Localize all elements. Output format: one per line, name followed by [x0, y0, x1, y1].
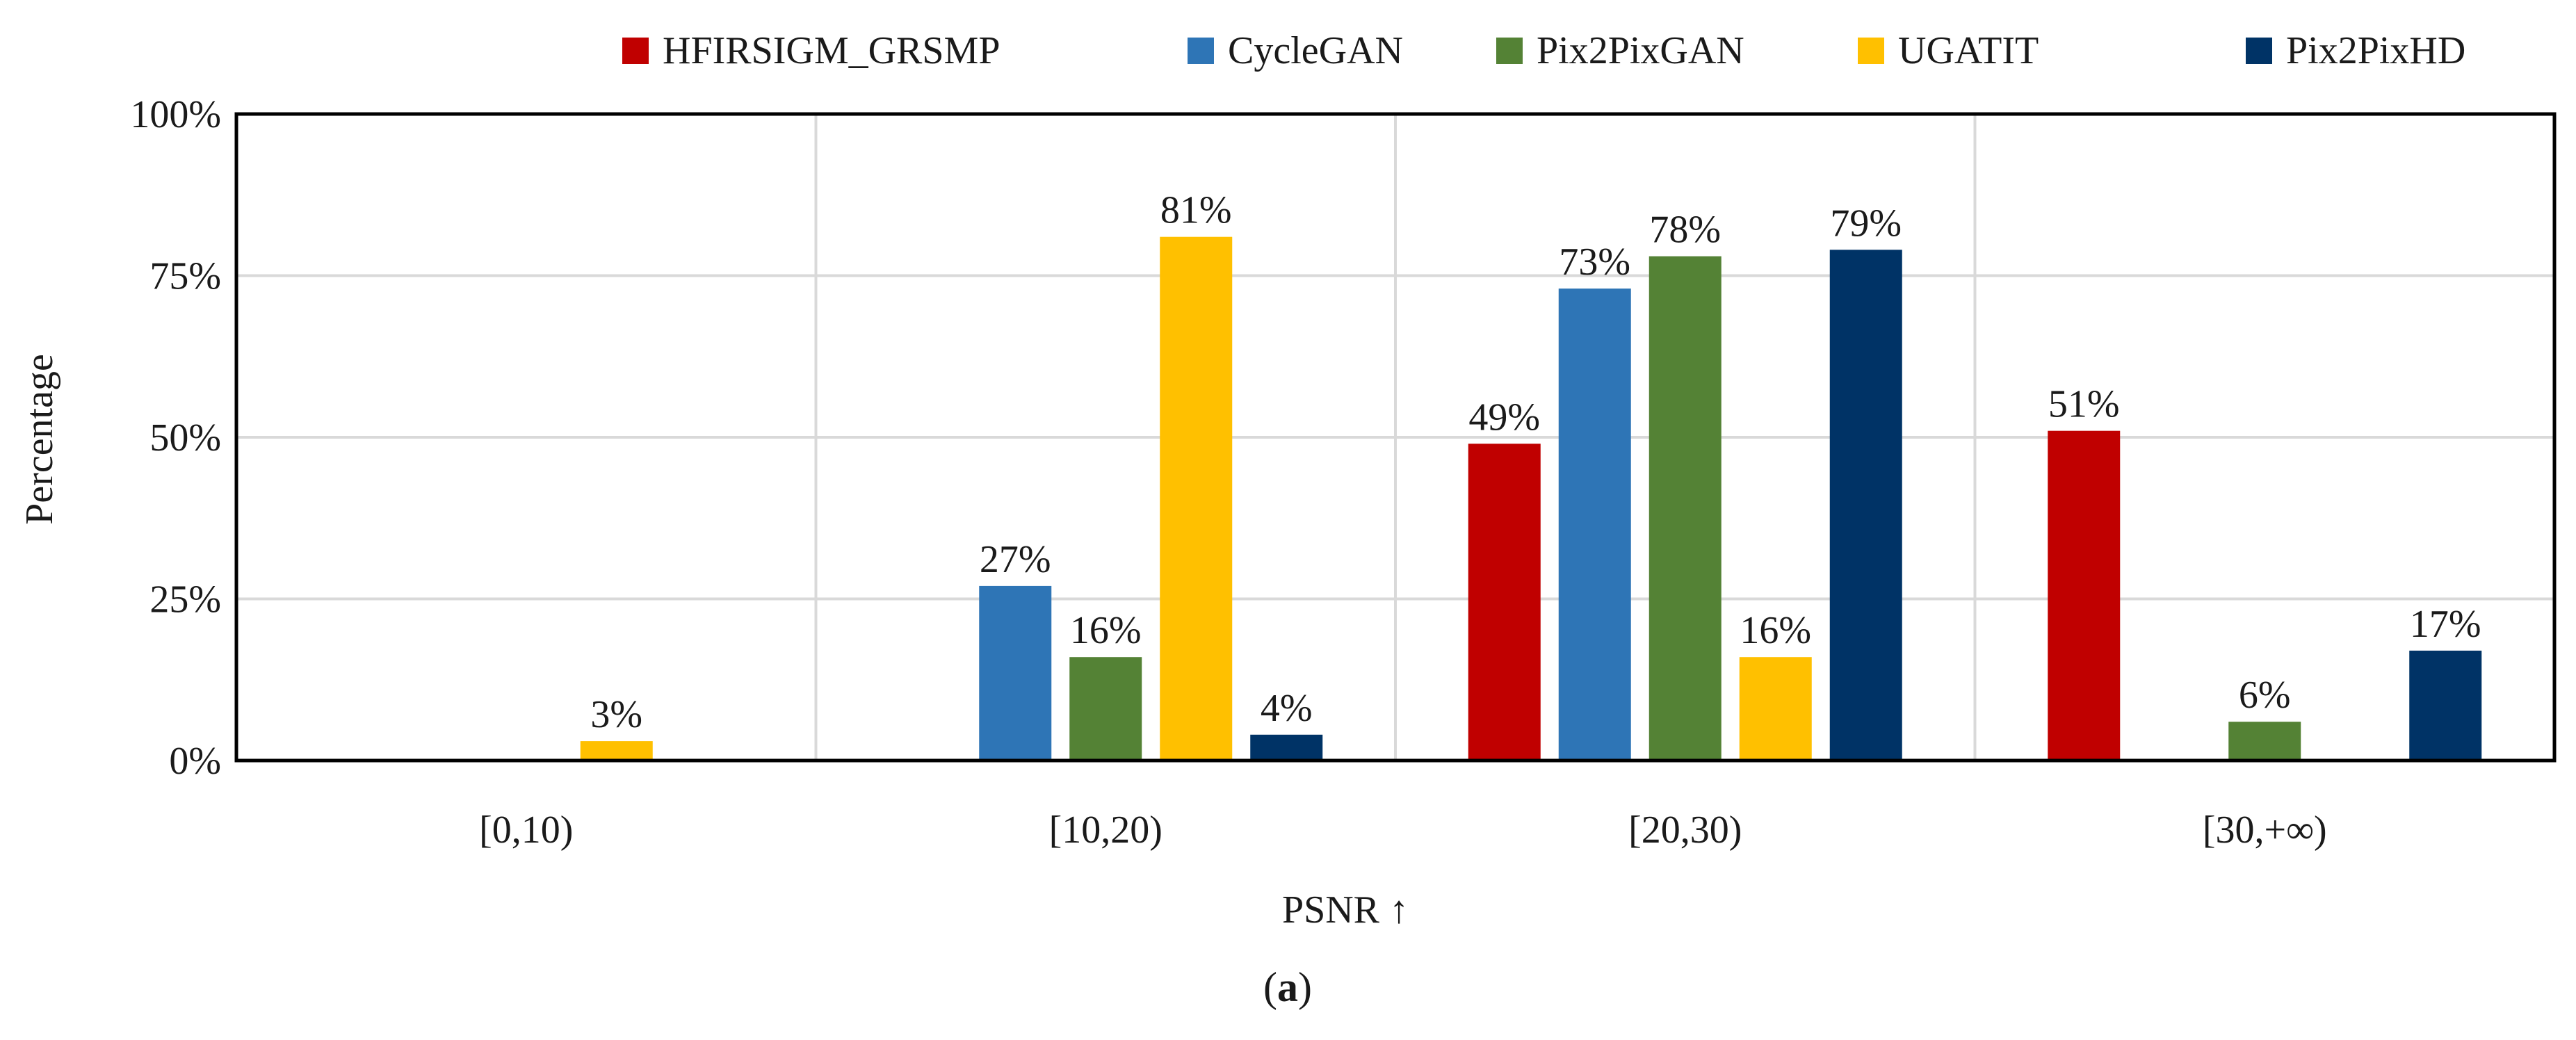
- x-tick-label: [10,20): [1049, 809, 1163, 852]
- data-label: 16%: [1740, 609, 1811, 652]
- data-label: 51%: [2048, 383, 2120, 426]
- data-label: 16%: [1070, 609, 1142, 652]
- bar: [1160, 236, 1233, 761]
- data-label: 27%: [980, 538, 1051, 581]
- legend-label: Pix2PixGAN: [1537, 29, 1744, 72]
- caption-letter: a: [1277, 964, 1298, 1010]
- bar: [1250, 734, 1323, 761]
- x-tick-label: [20,30): [1628, 809, 1742, 852]
- bar: [2409, 650, 2482, 761]
- data-label: 73%: [1559, 241, 1630, 284]
- grid-layer: [236, 114, 2554, 761]
- y-tick-label: 100%: [130, 93, 221, 136]
- legend-swatch: [2246, 38, 2272, 64]
- bar: [979, 585, 1052, 761]
- caption-close: ): [1298, 964, 1312, 1010]
- data-label: 78%: [1649, 209, 1721, 252]
- legend-label: UGATIT: [1898, 29, 2039, 72]
- bar: [1739, 657, 1812, 761]
- x-tick-label: [30,+∞): [2203, 809, 2327, 852]
- legend-label: CycleGAN: [1228, 29, 1403, 72]
- caption-open: (: [1263, 964, 1277, 1010]
- axes-layer: [234, 112, 2557, 763]
- bar: [1829, 250, 1902, 761]
- legend-layer: HFIRSIGM_GRSMP CycleGAN Pix2PixGAN UGATIT Pi…: [622, 29, 2465, 72]
- y-tick-label: 75%: [149, 255, 221, 298]
- y-tick-label: 0%: [169, 740, 221, 783]
- labels-layer: 0% 25% 50% 75% 100% 49% 51% 27% 73% 16% 78% 6% 3% 81%…: [130, 93, 2481, 852]
- plot-frame: [234, 112, 2557, 763]
- bars-layer: [580, 236, 2482, 761]
- bar: [1558, 289, 1631, 761]
- legend-label: HFIRSIGM_GRSMP: [663, 29, 1001, 72]
- x-axis-title: PSNR ↑: [1282, 888, 1409, 932]
- y-axis-title: Percentage: [18, 354, 61, 525]
- legend-swatch: [1858, 38, 1884, 64]
- y-tick-label: 50%: [149, 416, 221, 460]
- data-label: 6%: [2239, 674, 2291, 717]
- data-label: 17%: [2410, 603, 2481, 646]
- bar: [2228, 722, 2301, 761]
- figure-caption: (a): [1263, 964, 1312, 1010]
- data-label: 4%: [1261, 687, 1313, 730]
- data-label: 79%: [1830, 202, 1902, 245]
- legend-swatch: [622, 38, 649, 64]
- legend-swatch: [1188, 38, 1214, 64]
- bar: [1069, 657, 1142, 761]
- bar: [1468, 444, 1541, 761]
- bar: [580, 741, 653, 761]
- legend-label: Pix2PixHD: [2286, 29, 2465, 72]
- legend-swatch: [1496, 38, 1523, 64]
- x-tick-label: [0,10): [479, 809, 573, 852]
- bar: [1649, 256, 1722, 761]
- data-label: 3%: [590, 693, 642, 736]
- bar: [2048, 430, 2121, 761]
- data-label: 81%: [1160, 189, 1232, 232]
- y-tick-label: 25%: [149, 578, 221, 621]
- data-label: 49%: [1468, 396, 1540, 439]
